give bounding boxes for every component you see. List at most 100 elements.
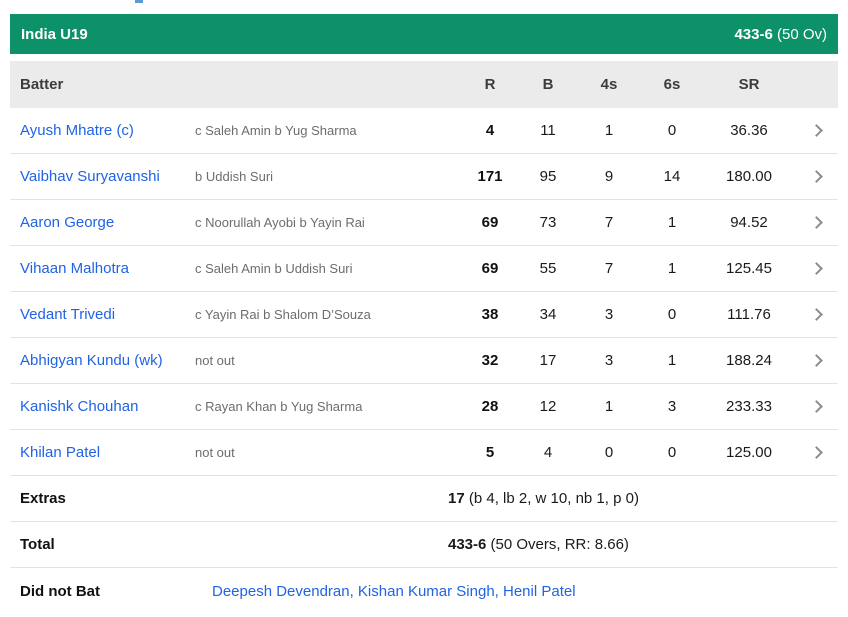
- strike-rate-value: 188.24: [726, 352, 772, 369]
- balls-value: 55: [539, 260, 557, 277]
- balls-value: 73: [539, 214, 557, 231]
- chevron-right-icon[interactable]: [809, 124, 823, 137]
- innings-header[interactable]: India U19 433-6 (50 Ov): [10, 14, 838, 54]
- sixes-value: 3: [667, 398, 677, 415]
- runs-value: 32: [481, 352, 499, 369]
- runs-value: 38: [481, 306, 499, 323]
- dismissal-text: b Uddish Suri: [195, 169, 274, 184]
- strike-rate-value: 36.36: [730, 122, 768, 139]
- balls-value: 12: [539, 398, 557, 415]
- balls-value: 95: [539, 168, 557, 185]
- batter-name-link[interactable]: Abhigyan Kundu (wk): [20, 352, 163, 369]
- runs-value: 5: [485, 444, 495, 461]
- chevron-right-icon[interactable]: [809, 216, 823, 229]
- did-not-bat-label: Did not Bat: [20, 582, 100, 600]
- batter-row[interactable]: Kanishk Chouhan c Rayan Khan b Yug Sharm…: [10, 384, 838, 430]
- strike-rate-value: 111.76: [727, 306, 771, 323]
- batter-name-link[interactable]: Vihaan Malhotra: [20, 260, 129, 277]
- sixes-value: 1: [667, 260, 677, 277]
- fours-value: 1: [604, 122, 614, 139]
- extras-value: 17 (b 4, lb 2, w 10, nb 1, p 0): [448, 490, 838, 507]
- batter-row[interactable]: Aaron George c Noorullah Ayobi b Yayin R…: [10, 200, 838, 246]
- dismissal-text: c Saleh Amin b Yug Sharma: [195, 123, 357, 138]
- fours-value: 9: [604, 168, 614, 185]
- col-header-strike-rate: SR: [738, 76, 760, 93]
- total-value: 433-6 (50 Overs, RR: 8.66): [448, 536, 838, 553]
- balls-value: 34: [539, 306, 557, 323]
- strike-rate-value: 94.52: [730, 214, 768, 231]
- fours-value: 3: [604, 306, 614, 323]
- col-header-batter: Batter: [20, 76, 64, 93]
- total-row: Total 433-6 (50 Overs, RR: 8.66): [10, 522, 838, 568]
- sixes-value: 14: [663, 168, 681, 185]
- col-header-sixes: 6s: [663, 76, 681, 93]
- extras-row: Extras 17 (b 4, lb 2, w 10, nb 1, p 0): [10, 476, 838, 522]
- runs-value: 171: [477, 168, 503, 185]
- fours-value: 1: [604, 398, 614, 415]
- total-score: 433-6: [448, 536, 487, 553]
- sixes-value: 1: [667, 352, 677, 369]
- batter-name-link[interactable]: Kanishk Chouhan: [20, 398, 139, 415]
- scorecard: India U19 433-6 (50 Ov) Batter R B 4s 6s…: [10, 14, 838, 614]
- batter-name-link[interactable]: Vedant Trivedi: [20, 306, 116, 323]
- dismissal-text: c Noorullah Ayobi b Yayin Rai: [195, 215, 365, 230]
- balls-value: 17: [539, 352, 557, 369]
- table-header: Batter R B 4s 6s SR: [10, 61, 838, 108]
- extras-breakdown: (b 4, lb 2, w 10, nb 1, p 0): [464, 490, 639, 507]
- sixes-value: 0: [667, 444, 677, 461]
- total-detail: (50 Overs, RR: 8.66): [486, 536, 629, 553]
- dismissal-text: not out: [195, 445, 235, 460]
- fours-value: 7: [604, 260, 614, 277]
- strike-rate-value: 125.45: [726, 260, 772, 277]
- fours-value: 3: [604, 352, 614, 369]
- extras-label: Extras: [20, 490, 66, 507]
- runs-value: 28: [481, 398, 499, 415]
- runs-value: 4: [485, 122, 495, 139]
- sixes-value: 0: [667, 306, 677, 323]
- chevron-right-icon[interactable]: [809, 170, 823, 183]
- dismissal-text: c Saleh Amin b Uddish Suri: [195, 261, 353, 276]
- fours-value: 0: [604, 444, 614, 461]
- strike-rate-value: 233.33: [726, 398, 772, 415]
- sixes-value: 0: [667, 122, 677, 139]
- batter-rows: Ayush Mhatre (c) c Saleh Amin b Yug Shar…: [10, 108, 838, 476]
- did-not-bat-row: Did not Bat Deepesh Devendran, Kishan Ku…: [10, 568, 838, 614]
- chevron-right-icon[interactable]: [809, 400, 823, 413]
- balls-value: 11: [540, 122, 556, 139]
- batter-name-link[interactable]: Aaron George: [20, 214, 115, 231]
- batter-row[interactable]: Khilan Patel not out 5 4 0 0 125.00: [10, 430, 838, 476]
- score-runs-wickets: 433-6: [734, 25, 773, 43]
- batter-row[interactable]: Vedant Trivedi c Yayin Rai b Shalom D’So…: [10, 292, 838, 338]
- runs-value: 69: [481, 260, 499, 277]
- fours-value: 7: [604, 214, 614, 231]
- batter-row[interactable]: Abhigyan Kundu (wk) not out 32 17 3 1 18…: [10, 338, 838, 384]
- runs-value: 69: [481, 214, 499, 231]
- batter-row[interactable]: Ayush Mhatre (c) c Saleh Amin b Yug Shar…: [10, 108, 838, 154]
- batter-name-link[interactable]: Khilan Patel: [20, 444, 101, 461]
- extras-total: 17: [448, 490, 465, 507]
- chevron-right-icon[interactable]: [809, 446, 823, 459]
- strike-rate-value: 180.00: [726, 168, 772, 185]
- col-header-runs: R: [484, 76, 496, 93]
- score-overs: (50 Ov): [776, 25, 827, 43]
- dismissal-text: c Rayan Khan b Yug Sharma: [195, 399, 363, 414]
- cutoff-tab-indicator: [135, 0, 143, 3]
- dismissal-text: not out: [195, 353, 235, 368]
- batter-name-link[interactable]: Vaibhav Suryavanshi: [20, 168, 160, 185]
- strike-rate-value: 125.00: [726, 444, 772, 461]
- sixes-value: 1: [667, 214, 677, 231]
- batter-row[interactable]: Vihaan Malhotra c Saleh Amin b Uddish Su…: [10, 246, 838, 292]
- col-header-balls: B: [542, 76, 554, 93]
- top-strip: [0, 0, 848, 14]
- innings-score: 433-6 (50 Ov): [734, 26, 827, 43]
- batter-name-link[interactable]: Ayush Mhatre (c): [20, 122, 134, 139]
- total-label: Total: [20, 536, 55, 553]
- chevron-right-icon[interactable]: [809, 308, 823, 321]
- did-not-bat-players-link[interactable]: Deepesh Devendran, Kishan Kumar Singh, H…: [212, 582, 576, 600]
- chevron-right-icon[interactable]: [809, 262, 823, 275]
- balls-value: 4: [543, 444, 553, 461]
- dismissal-text: c Yayin Rai b Shalom D’Souza: [195, 307, 371, 322]
- batter-row[interactable]: Vaibhav Suryavanshi b Uddish Suri 171 95…: [10, 154, 838, 200]
- col-header-fours: 4s: [600, 76, 618, 93]
- chevron-right-icon[interactable]: [809, 354, 823, 367]
